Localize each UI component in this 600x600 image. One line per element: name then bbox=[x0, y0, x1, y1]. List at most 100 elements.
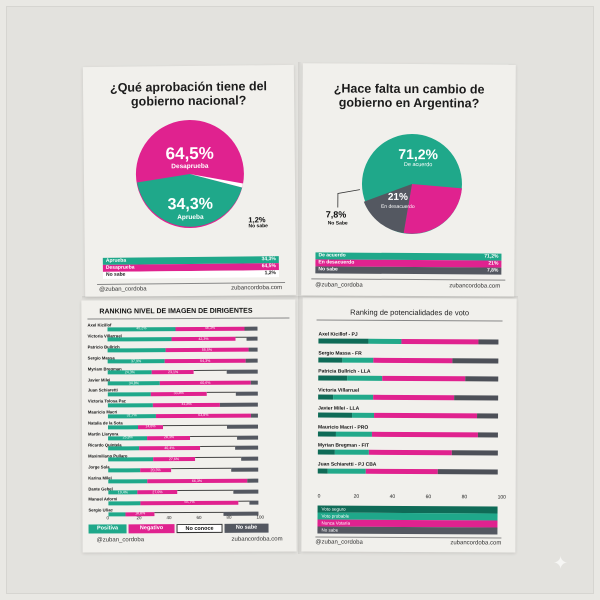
ranking-row: Juan Schiaretti 33,8% bbox=[88, 387, 288, 397]
ranking-row-bar: 25,8% 28,3% bbox=[108, 435, 259, 440]
panel-title: Ranking de potencialidades de voto bbox=[350, 307, 470, 318]
legend-label: No sabe bbox=[105, 271, 126, 278]
ranking-row-bar: 41,8% bbox=[107, 402, 258, 408]
bar-segment bbox=[317, 468, 328, 474]
panel-title: ¿Qué aprobación tiene del gobierno nacio… bbox=[83, 79, 294, 109]
pie-chart bbox=[361, 134, 462, 235]
bar-segment bbox=[334, 449, 370, 455]
nosabe-pct: 7,8% bbox=[325, 209, 347, 220]
ranking-row: Axel Kicillof 45,2% 46,3% bbox=[87, 321, 287, 331]
ranking-row-bar: 37,9% 54,3% bbox=[107, 359, 258, 364]
paper-fold-horizontal bbox=[82, 296, 518, 300]
bar-segment bbox=[371, 431, 478, 437]
bar-segment bbox=[194, 369, 228, 375]
ranking-row-bar: 65,7% bbox=[108, 500, 259, 506]
title-line-1: ¿Hace falta un cambio de bbox=[333, 81, 485, 97]
axis-tick-label: 60 bbox=[196, 514, 202, 520]
bar-segment bbox=[478, 339, 499, 345]
bar-segment bbox=[453, 394, 499, 400]
vote-row-bar bbox=[318, 412, 499, 419]
ranking-row-bar: 20,3% bbox=[108, 467, 259, 473]
ranking-row-bar: 66,3% bbox=[108, 478, 259, 484]
vote-row-bar bbox=[318, 338, 499, 345]
bar-value-label: 33,8% bbox=[173, 391, 184, 396]
bar-segment bbox=[227, 424, 258, 429]
nosabe-label: No Sabe bbox=[327, 220, 348, 227]
bar-value-label: 42,3% bbox=[198, 336, 209, 341]
panel-title: RANKING NIVEL DE IMAGEN DE DIRIGENTES bbox=[99, 307, 253, 316]
vote-row: Victoria Villarruel bbox=[318, 387, 508, 400]
ranking-row-bar: 40,4% bbox=[108, 446, 259, 451]
bar-segment bbox=[246, 478, 259, 483]
social-handle: @zuban_cordoba bbox=[315, 539, 363, 546]
legend-no-sabe: No sabe bbox=[224, 523, 269, 533]
bar-segment: 31,7% bbox=[107, 413, 156, 419]
paper-fold-vertical bbox=[298, 62, 302, 554]
bar-segment bbox=[335, 431, 372, 437]
bar-segment bbox=[236, 391, 258, 396]
ranking-row-bar: 27,6% bbox=[108, 456, 259, 462]
bar-segment: 65,7% bbox=[140, 500, 239, 506]
bar-segment bbox=[248, 347, 258, 352]
vote-row-name: Sergio Massa - FR bbox=[318, 350, 362, 357]
title-line-2: gobierno nacional? bbox=[130, 93, 247, 109]
vote-row-bar bbox=[318, 394, 499, 400]
bar-segment bbox=[227, 369, 258, 374]
legend-row-nosabe: No sabe 1,2% bbox=[102, 270, 280, 279]
ranking-row-bar: 24,3% 23,1% bbox=[107, 369, 258, 375]
axis-tick-label: 100 bbox=[497, 494, 506, 501]
bar-value-label: 66,3% bbox=[191, 478, 203, 483]
axis-tick-label: 20 bbox=[136, 515, 142, 521]
bar-segment: 27,0% bbox=[137, 490, 178, 495]
bar-segment bbox=[240, 456, 259, 462]
bar-value-label: 14,8% bbox=[145, 424, 156, 429]
bar-segment bbox=[108, 512, 126, 517]
ranking-row-bar: 31,7% 63,8% bbox=[107, 413, 258, 419]
ranking-row-bar: 14,8% bbox=[107, 424, 258, 430]
bar-value-label: 41,8% bbox=[181, 402, 192, 407]
vote-row-bar bbox=[318, 357, 499, 363]
bar-segment bbox=[373, 394, 454, 400]
ranking-row: Victoria Tolosa Paz 41,8% bbox=[88, 398, 288, 408]
social-handle: @zuban_cordoba bbox=[96, 537, 145, 544]
ranking-row-name: Jorge Sola bbox=[88, 464, 110, 470]
axis-tick-label: 60 bbox=[425, 494, 432, 501]
vote-row: Axel Kicillof - PJ bbox=[318, 332, 508, 345]
axis-tick-label: 40 bbox=[389, 493, 396, 500]
vote-row-bar bbox=[317, 431, 498, 437]
legend-no-sabe: No sabe bbox=[317, 526, 498, 535]
bar-segment bbox=[342, 357, 374, 363]
bar-segment bbox=[234, 446, 259, 451]
bar-segment bbox=[318, 394, 334, 400]
bar-segment bbox=[154, 511, 224, 516]
bar-segment bbox=[107, 402, 153, 408]
bar-value-label: 34,8% bbox=[128, 380, 139, 385]
bar-segment: 25,8% bbox=[108, 435, 148, 440]
ranking-row: Dante Gebel 19,4% 27,0% bbox=[88, 485, 288, 495]
ranking-row: Ricardo Quintela 40,4% bbox=[88, 441, 288, 451]
bar-segment: 34,8% bbox=[107, 380, 160, 386]
bar-segment bbox=[107, 348, 166, 353]
bar-segment bbox=[108, 468, 141, 473]
leader-line bbox=[337, 189, 361, 208]
bar-segment bbox=[368, 338, 402, 344]
bar-value-label: 46,3% bbox=[204, 325, 216, 330]
axis-tick-label: 40 bbox=[166, 515, 172, 521]
vote-row: Mauricio Macri - PRO bbox=[317, 424, 508, 437]
bar-segment bbox=[318, 338, 369, 344]
bar-segment bbox=[246, 337, 258, 342]
bar-segment bbox=[452, 357, 499, 363]
desacuerdo-pct: 21% bbox=[387, 191, 408, 203]
bar-segment bbox=[365, 468, 438, 474]
bar-segment: 37,9% bbox=[107, 359, 165, 364]
ranking-row: Patricio Bullrich 55,5% bbox=[88, 343, 288, 353]
bar-value-label: 27,6% bbox=[168, 456, 180, 461]
desaprueba-label: Desaprueba bbox=[171, 162, 209, 171]
ranking-row: Jorge Sola 20,3% bbox=[88, 463, 288, 473]
panel-aprobacion: ¿Qué aprobación tiene del gobierno nacio… bbox=[82, 64, 297, 298]
bar-segment bbox=[108, 501, 141, 506]
legend-no-conoce: No conoce bbox=[176, 523, 223, 534]
ranking-row: Natalia de la Sota 14,8% bbox=[88, 420, 288, 430]
bar-value-label: 60,6% bbox=[200, 380, 211, 385]
bar-segment: 27,6% bbox=[153, 456, 195, 462]
